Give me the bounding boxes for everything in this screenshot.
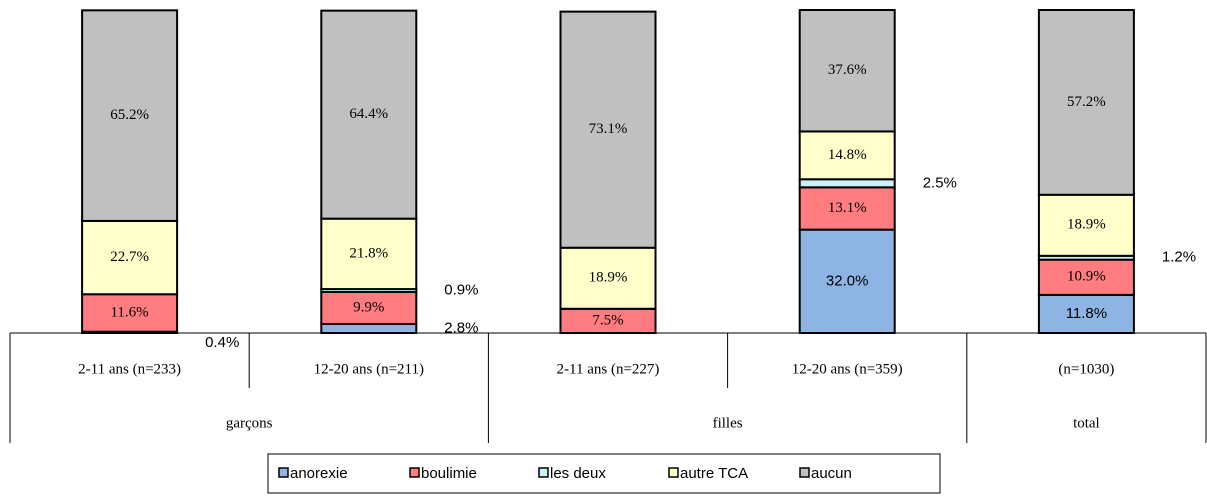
group-label: garçons (226, 415, 273, 431)
bar-segment (320, 9, 418, 220)
data-label: 2.8% (444, 319, 478, 336)
bar-segment (559, 10, 657, 249)
data-label: 65.2% (110, 107, 149, 123)
bar-segment (1037, 193, 1135, 257)
x-tick-label: 12-20 ans (n=211) (314, 361, 424, 377)
data-label: 11.6% (110, 304, 148, 320)
legend-label: autre TCA (680, 465, 748, 482)
data-label: 13.1% (828, 200, 867, 216)
data-label: 11.8% (1066, 305, 1107, 322)
data-label: 73.1% (589, 121, 628, 137)
data-label: 7.5% (592, 312, 623, 328)
data-label: 18.9% (1067, 217, 1106, 233)
data-label: 14.8% (828, 147, 867, 163)
legend-box (267, 453, 941, 494)
legend-swatch (409, 467, 420, 478)
bar-segment (81, 219, 179, 296)
data-label: 37.6% (828, 62, 867, 78)
legend-label: les deux (550, 465, 606, 482)
legend-swatch (278, 467, 289, 478)
data-label: 57.2% (1067, 94, 1106, 110)
legend-swatch (668, 467, 679, 478)
legend-label: anorexie (290, 465, 348, 482)
bar-segment (320, 322, 418, 334)
data-label: 21.8% (349, 245, 388, 261)
data-label: 9.9% (353, 299, 384, 315)
data-label: 1.2% (1162, 249, 1196, 266)
bar-segment (798, 130, 896, 181)
bar-segment (798, 178, 896, 189)
x-tick-label: 2-11 ans (n=227) (557, 361, 660, 377)
legend-swatch (799, 467, 810, 478)
x-tick-label: 12-20 ans (n=359) (792, 361, 903, 377)
bar-segment (1037, 258, 1135, 296)
data-label: 2.5% (923, 174, 957, 191)
bar-segment (798, 9, 896, 133)
data-label: 18.9% (589, 270, 628, 286)
data-label: 0.9% (444, 281, 478, 298)
legend-label: aucun (811, 465, 852, 482)
group-label: filles (713, 415, 743, 431)
data-label: 10.9% (1067, 269, 1106, 285)
bar-segment (559, 246, 657, 310)
legend-swatch (538, 467, 549, 478)
bar-segment (798, 186, 896, 231)
data-label: 64.4% (349, 106, 388, 122)
data-label: 32.0% (826, 272, 869, 289)
bar-segment (81, 9, 179, 222)
data-label: 22.7% (110, 249, 149, 265)
x-tick-label: (n=1030) (1058, 361, 1114, 377)
group-label: total (1073, 415, 1100, 431)
legend-label: boulimie (421, 465, 477, 482)
x-tick-label: 2-11 ans (n=233) (78, 361, 181, 377)
data-label: 0.4% (205, 334, 239, 351)
bar-segment (1037, 9, 1135, 196)
